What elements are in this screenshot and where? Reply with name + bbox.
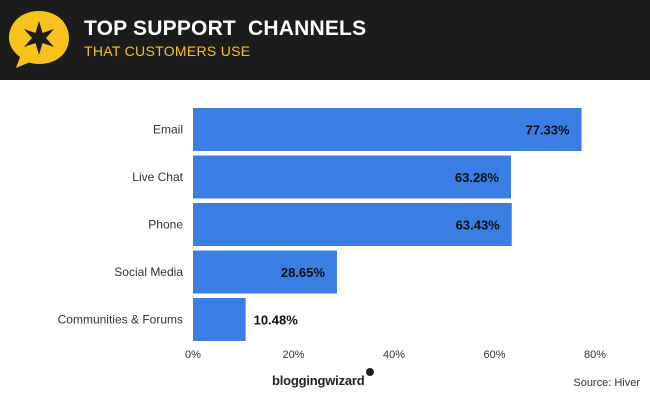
bar-chart: Email 77.33% Live Chat 63.28% Phone 63.43% Soc… (58, 108, 606, 361)
x-tick-label: 20% (282, 349, 304, 361)
x-tick-label: 60% (483, 349, 505, 361)
bar-phone (193, 203, 512, 246)
logo-mark-icon (366, 368, 374, 376)
data-label-social-media: 28.65% (281, 265, 326, 280)
data-label-live-chat: 63.28% (455, 170, 500, 185)
data-label-phone: 63.43% (456, 218, 501, 233)
x-tick-label: 80% (584, 349, 606, 361)
x-tick-label: 40% (383, 349, 405, 361)
header-banner: TOP SUPPORT CHANNELS THAT CUSTOMERS USE (0, 0, 650, 80)
data-label-communities-forums: 10.48% (254, 313, 299, 328)
x-tick-label: 0% (185, 349, 201, 361)
category-label-live-chat: Live Chat (132, 170, 183, 184)
brand-logo: bloggingwizard (272, 373, 365, 388)
bar-email (193, 108, 582, 151)
bar-communities-forums (193, 298, 246, 341)
bar-live-chat (193, 155, 511, 199)
bar-social-media (193, 250, 337, 294)
category-label-email: Email (153, 123, 183, 137)
category-label-communities-forums: Communities & Forums (58, 313, 183, 327)
category-label-social-media: Social Media (114, 265, 183, 279)
category-label-phone: Phone (148, 218, 183, 232)
chart-title: TOP SUPPORT CHANNELS (84, 17, 367, 40)
chart-subtitle: THAT CUSTOMERS USE (84, 43, 251, 59)
data-label-email: 77.33% (525, 123, 570, 138)
source-note: Source: Hiver (573, 377, 640, 389)
star-speech-bubble-icon (9, 11, 69, 68)
